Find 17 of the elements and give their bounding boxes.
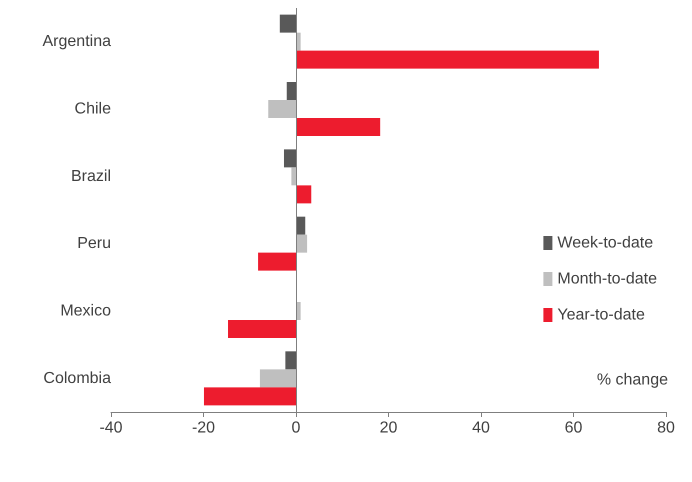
y-tick-label: Argentina (42, 33, 112, 50)
x-tick-label: -20 (192, 420, 216, 436)
y-tick-label: Chile (74, 100, 112, 118)
y-tick-label: Brazil (70, 168, 111, 185)
x-tick-label: 0 (292, 420, 301, 436)
x-tick-label: -40 (99, 420, 123, 436)
y-tick-label: Peru (77, 235, 111, 252)
legend-label: Week-to-date (557, 234, 654, 252)
x-tick-label: 60 (564, 420, 582, 436)
x-tick-label: 40 (472, 420, 490, 436)
legend-label: Month-to-date (557, 270, 658, 288)
x-tick-label: 20 (380, 420, 398, 436)
y-tick-label: Colombia (43, 370, 112, 387)
x-tick-label: 80 (657, 420, 675, 436)
y-tick-label: Mexico (60, 302, 112, 320)
annotation: % change (596, 372, 668, 388)
legend-label: Year-to-date (557, 306, 645, 324)
